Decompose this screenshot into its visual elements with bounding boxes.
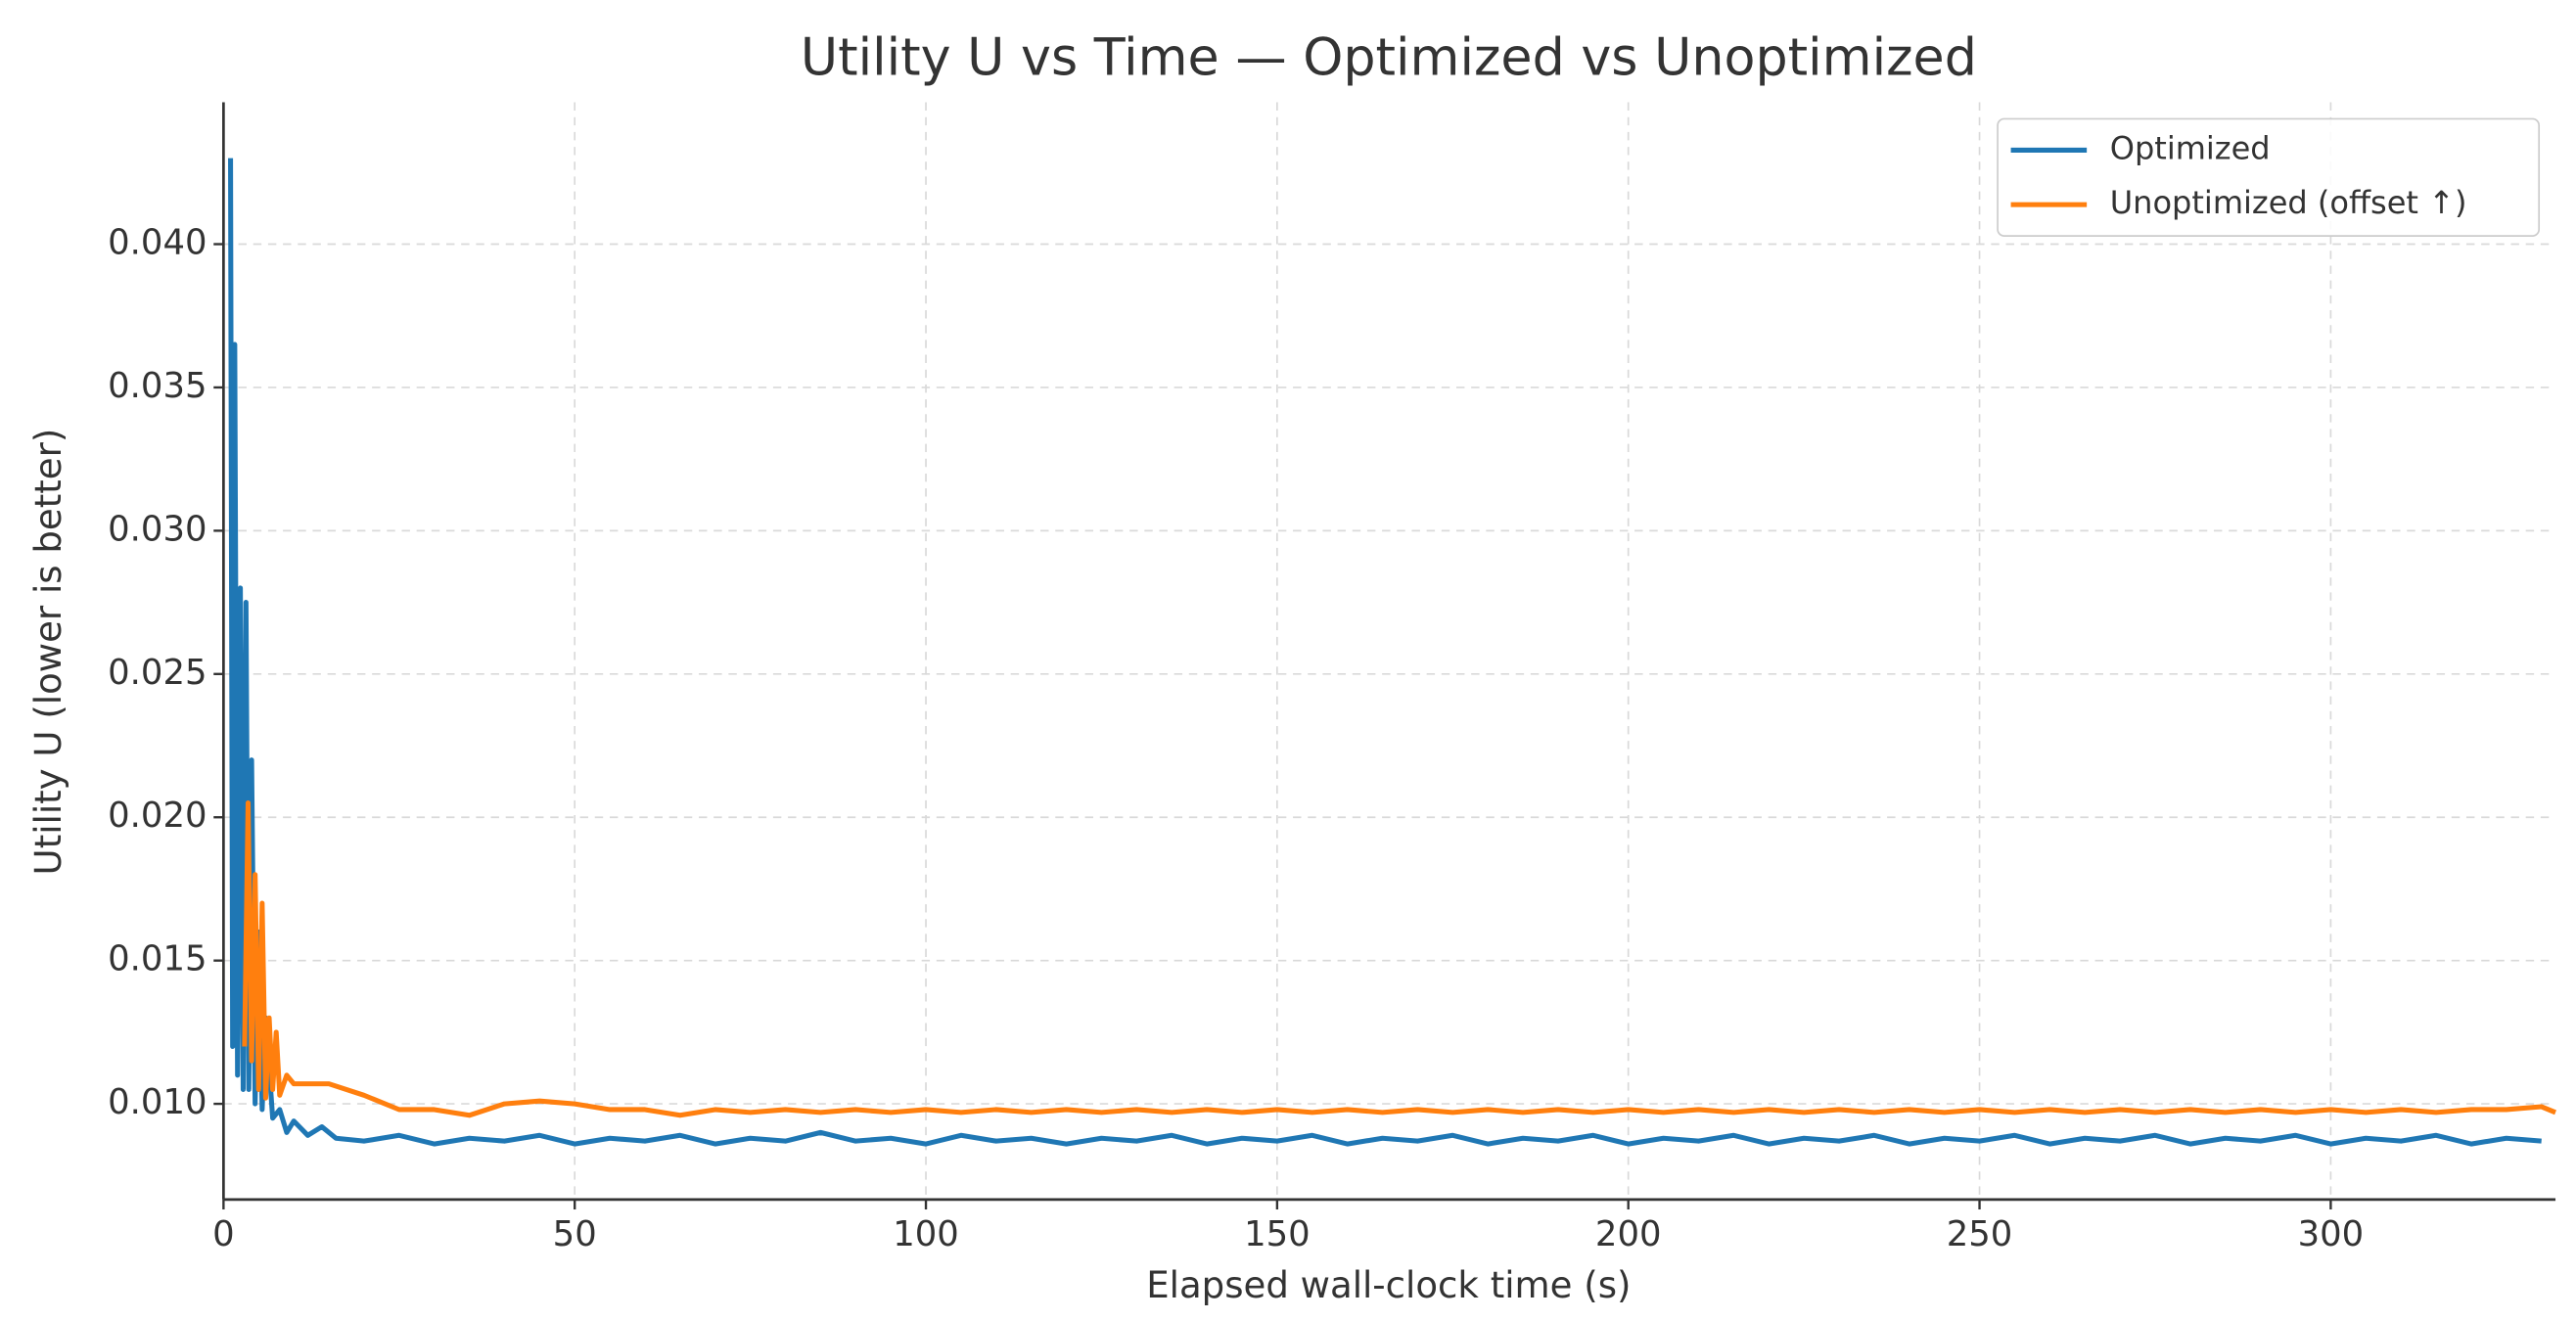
legend-label: Optimized [2110,129,2271,166]
chart-title: Utility U vs Time — Optimized vs Unoptim… [801,27,1977,87]
y-tick-label: 0.020 [108,796,207,836]
y-tick-label: 0.015 [108,939,207,979]
x-tick-label: 150 [1244,1214,1311,1254]
y-tick-label: 0.030 [108,509,207,549]
legend-label: Unoptimized (offset ↑) [2110,184,2467,221]
x-tick-label: 200 [1595,1214,1662,1254]
plot-area [228,158,2556,1147]
x-tick-label: 0 [212,1214,235,1254]
y-tick-label: 0.040 [108,223,207,263]
data-line [228,158,2542,1147]
data-line [242,800,2556,1118]
y-tick-label: 0.025 [108,653,207,693]
x-tick-label: 250 [1947,1214,2013,1254]
legend-box [1997,117,2541,237]
legend: Optimized Unoptimized (offset ↑) [1997,117,2541,237]
y-tick-label: 0.035 [108,366,207,406]
y-tick-label: 0.010 [108,1082,207,1122]
grid: 0 50 100 150 200 250 300 0.010 0.015 0.020 0.025 0.… [108,102,2556,1254]
x-axis-label: Elapsed wall-clock time (s) [1146,1264,1631,1306]
y-axis-label: Utility U (lower is better) [27,429,69,876]
x-tick-label: 50 [553,1214,597,1254]
x-tick-label: 100 [893,1214,959,1254]
x-tick-label: 300 [2298,1214,2365,1254]
